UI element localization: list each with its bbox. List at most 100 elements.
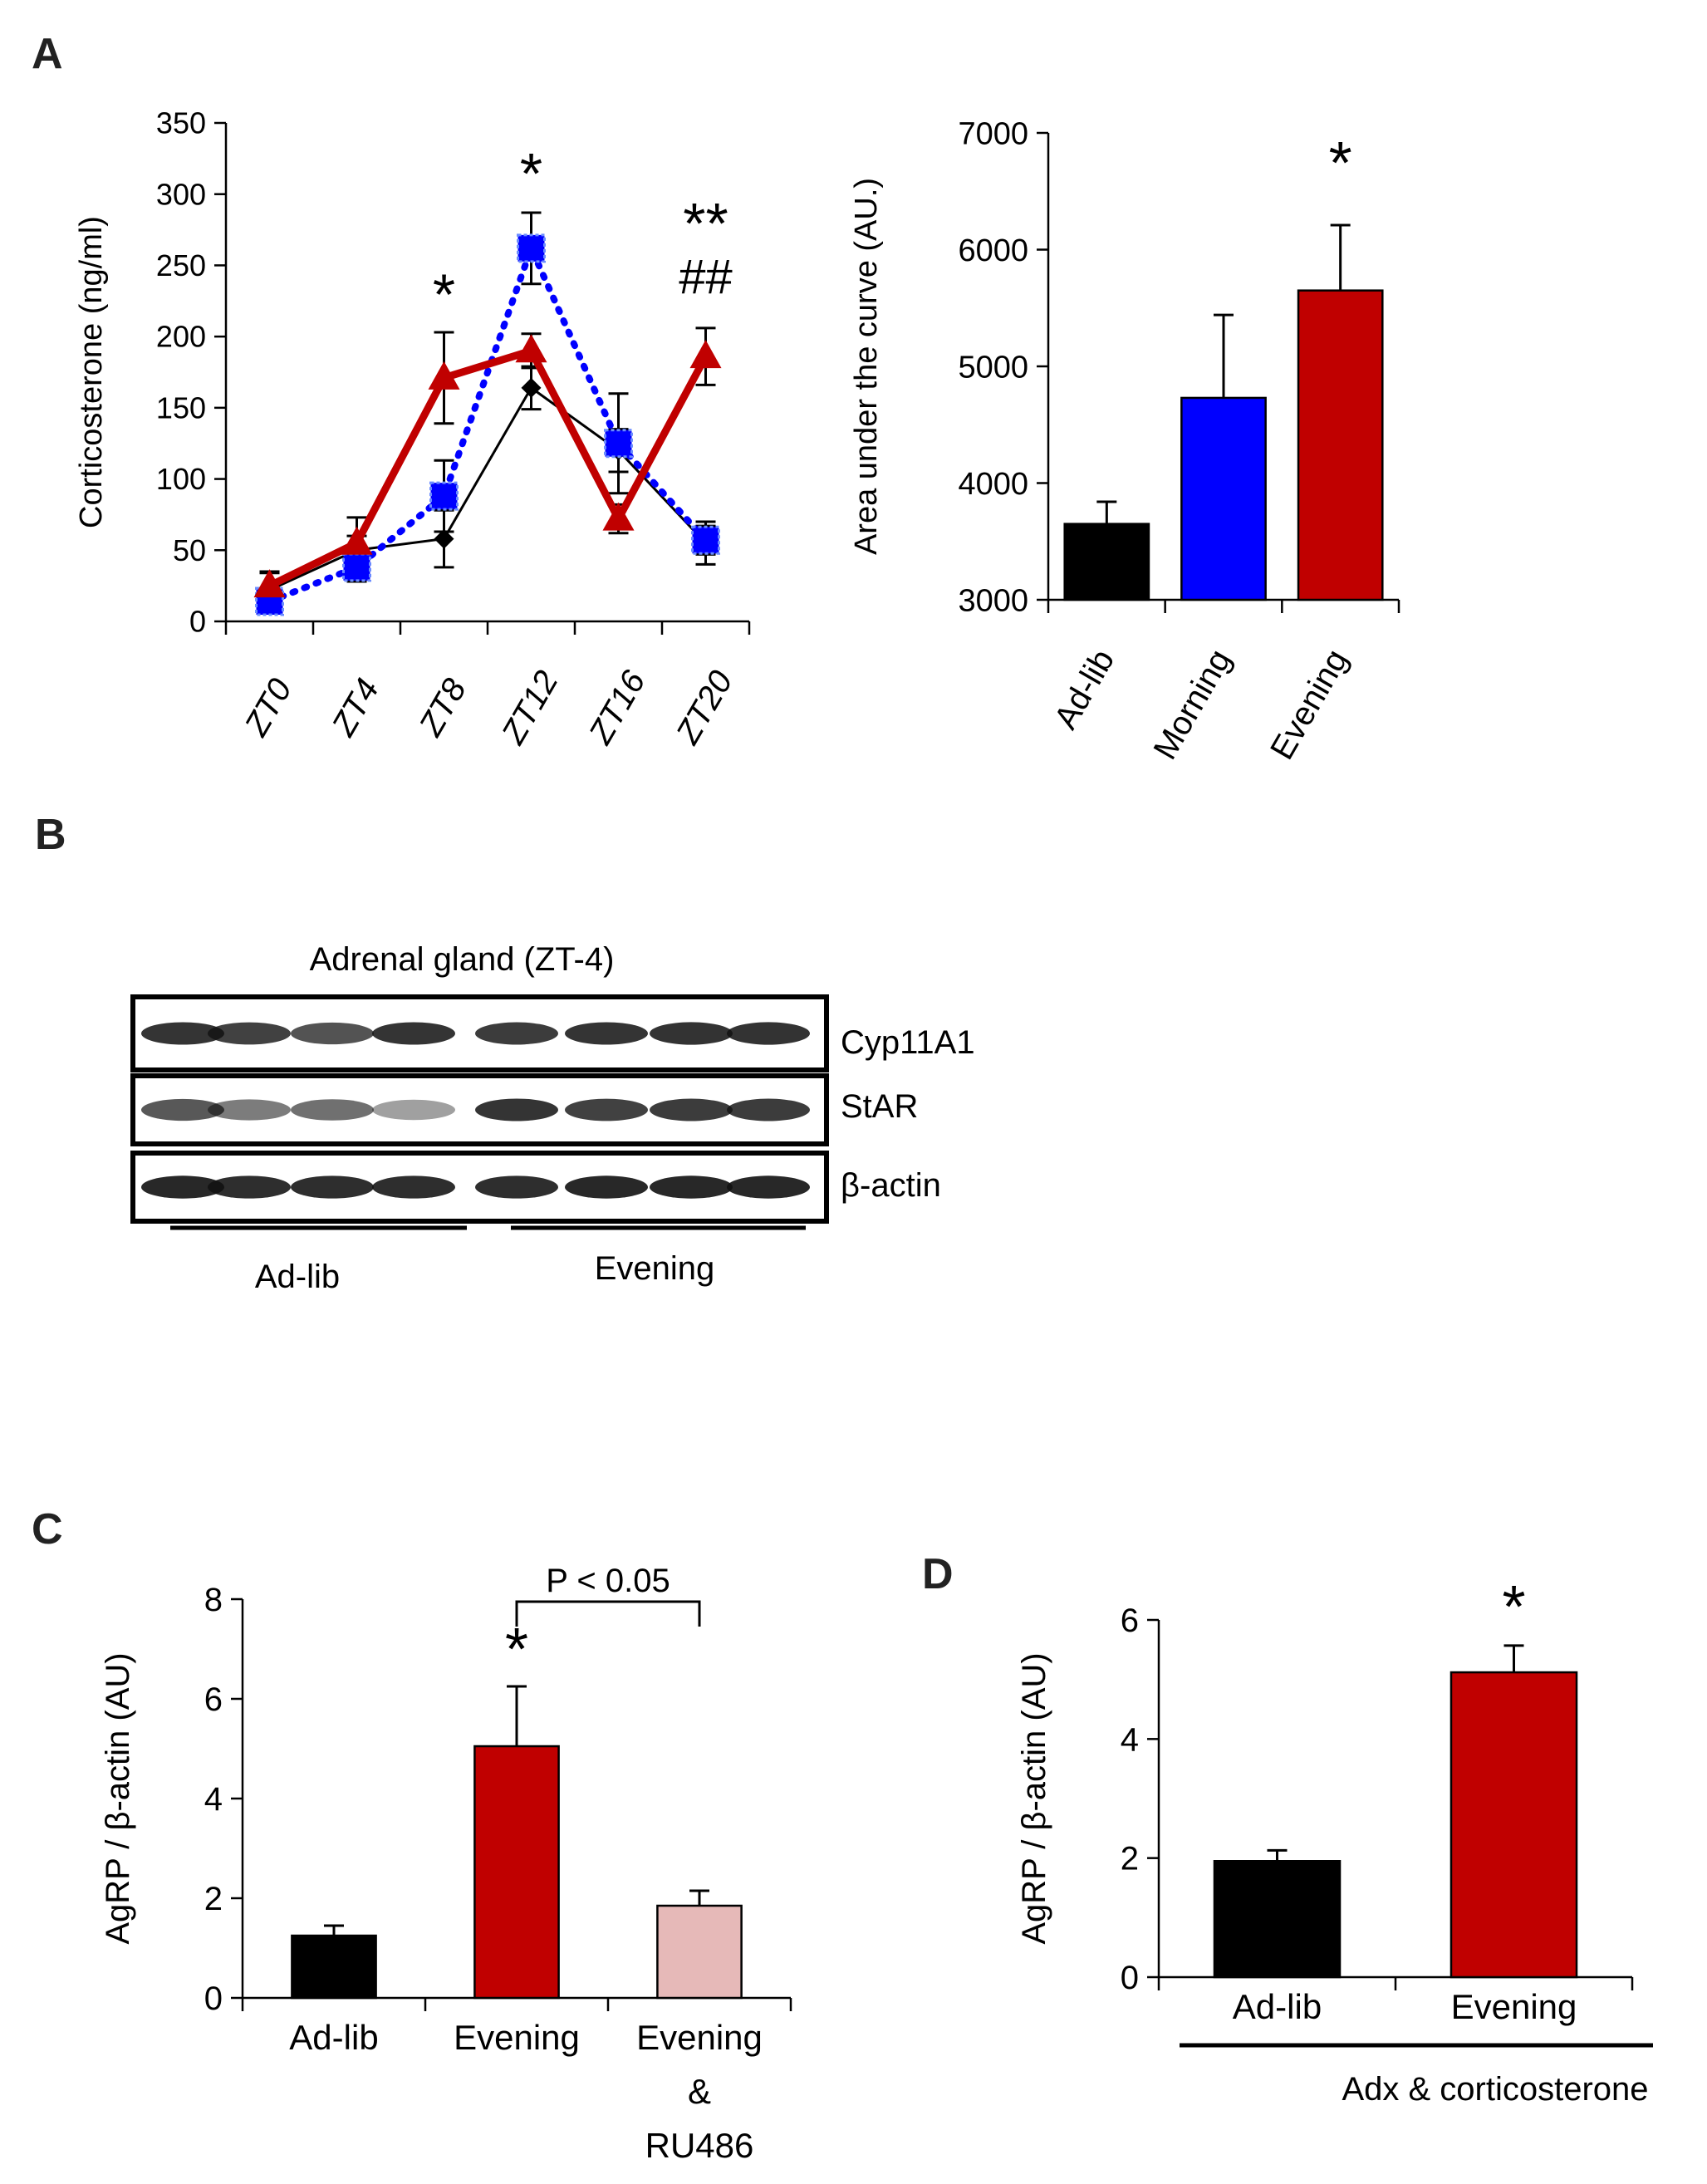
blot-row-label: Cyp11A1 bbox=[841, 1024, 975, 1061]
a-line-y-tick-label: 350 bbox=[156, 106, 206, 140]
a-point-evening bbox=[428, 361, 460, 390]
chart-a-line: 0 50 100 150 200 250 300 350 Corticosterone (ng/… bbox=[74, 106, 751, 751]
a-point-evening bbox=[515, 334, 547, 363]
a-series-line-morning bbox=[266, 244, 709, 605]
c-x-tick-label: Evening bbox=[636, 2018, 763, 2057]
a-auc-x-tick-label: Evening bbox=[1263, 644, 1355, 766]
a-series-line-evening bbox=[267, 346, 709, 590]
d-x-tick-label: Ad-lib bbox=[1233, 1987, 1322, 2026]
a-auc-y-tick-label: 3000 bbox=[958, 583, 1028, 618]
a-line-x-tick-label: ZT16 bbox=[581, 664, 653, 750]
blot-band bbox=[475, 1022, 558, 1045]
panel-letter-d: D bbox=[922, 1550, 954, 1598]
a-line-y-tick-label: 50 bbox=[173, 533, 206, 567]
a-line-x-tick-label: ZT0 bbox=[238, 673, 299, 743]
a-significance-mark: ** bbox=[683, 191, 728, 256]
a-auc-y-axis-label: Area under the curve (AU.) bbox=[849, 178, 884, 555]
a-point-morning bbox=[342, 552, 371, 582]
a-line-y-axis-label: Corticosterone (ng/ml) bbox=[74, 216, 109, 528]
a-line-y-tick-label: 0 bbox=[189, 605, 206, 639]
a-line-x-tick-label: ZT4 bbox=[325, 673, 386, 743]
a-point-evening bbox=[689, 340, 722, 369]
blot-row-label: β-actin bbox=[841, 1167, 941, 1204]
blot-band bbox=[565, 1022, 648, 1045]
chart-c-bar: 0 2 4 6 8 AgRP / β-actin (AU) Ad-lib Evening Eve… bbox=[100, 1563, 792, 2165]
d-y-tick-label: 4 bbox=[1121, 1721, 1139, 1758]
c-y-axis-label: AgRP / β-actin (AU) bbox=[100, 1652, 136, 1944]
a-auc-y-tick-label: 7000 bbox=[958, 116, 1028, 151]
a-significance-mark: ## bbox=[679, 250, 733, 304]
a-auc-y-tick-label: 4000 bbox=[958, 467, 1028, 502]
a-point-evening bbox=[602, 502, 635, 531]
panel-letter-b: B bbox=[35, 811, 66, 859]
blot-band bbox=[372, 1099, 455, 1121]
c-y-tick-label: 8 bbox=[204, 1582, 223, 1618]
a-line-x-tick-label: ZT8 bbox=[412, 672, 474, 743]
c-x-tick-label: Evening bbox=[454, 2018, 580, 2057]
a-line-y-tick-label: 200 bbox=[156, 320, 206, 354]
blot-band bbox=[727, 1098, 810, 1121]
blot-band bbox=[208, 1099, 291, 1121]
a-auc-y-tick-label: 5000 bbox=[958, 350, 1028, 385]
blot-band bbox=[141, 1022, 224, 1045]
c-y-tick-label: 6 bbox=[204, 1681, 223, 1718]
c-y-tick-label: 0 bbox=[204, 1980, 223, 2017]
c-bar-evening bbox=[473, 1745, 560, 2000]
blot-title: Adrenal gland (ZT-4) bbox=[310, 941, 615, 978]
blot-band bbox=[291, 1099, 374, 1121]
c-x-tick-label: & bbox=[688, 2072, 711, 2111]
blot-band bbox=[565, 1175, 648, 1199]
blot-band bbox=[372, 1022, 455, 1045]
blot-band bbox=[650, 1098, 733, 1121]
d-significance-mark: * bbox=[1502, 1574, 1525, 1641]
c-x-tick-label: RU486 bbox=[645, 2126, 754, 2165]
d-bar-evening bbox=[1449, 1671, 1578, 1979]
a-line-y-tick-label: 100 bbox=[156, 462, 206, 496]
d-y-axis-label: AgRP / β-actin (AU) bbox=[1016, 1652, 1052, 1944]
blot-band bbox=[372, 1175, 455, 1199]
a-auc-bar-morning bbox=[1180, 396, 1267, 601]
blot-band bbox=[565, 1098, 648, 1121]
a-line-x-tick-label: ZT20 bbox=[669, 665, 739, 751]
a-line-y-tick-label: 150 bbox=[156, 390, 206, 425]
a-line-y-tick-label: 300 bbox=[156, 177, 206, 211]
blot-band bbox=[141, 1098, 224, 1121]
a-auc-bar-evening bbox=[1297, 289, 1384, 601]
c-bar-evening_ru486 bbox=[656, 1904, 743, 2000]
a-point-morning bbox=[517, 233, 546, 263]
a-significance-mark: * bbox=[433, 263, 455, 327]
a-line-y-tick-label: 250 bbox=[156, 248, 206, 282]
a-auc-significance-mark: * bbox=[1329, 130, 1352, 197]
blot-band bbox=[475, 1098, 558, 1121]
d-y-tick-label: 0 bbox=[1121, 1960, 1139, 1996]
a-auc-x-tick-label: Ad-lib bbox=[1047, 644, 1121, 736]
a-point-morning bbox=[691, 525, 720, 555]
c-significance-mark: * bbox=[505, 1617, 528, 1683]
a-point-evening bbox=[253, 569, 286, 598]
blot-band bbox=[650, 1022, 733, 1045]
c-x-tick-label: Ad-lib bbox=[289, 2018, 378, 2057]
western-blot-panel: Adrenal gland (ZT-4) Cyp11A1StARβ-actin … bbox=[130, 941, 975, 1295]
d-y-tick-label: 2 bbox=[1121, 1841, 1139, 1877]
blot-band bbox=[727, 1175, 810, 1199]
d-y-tick-label: 6 bbox=[1121, 1602, 1139, 1639]
d-bar-adlib bbox=[1213, 1860, 1342, 1979]
a-point-adlib bbox=[434, 528, 454, 549]
a-auc-x-tick-label: Morning bbox=[1146, 644, 1238, 766]
a-significance-mark: * bbox=[520, 141, 542, 206]
blot-group-label-evening: Evening bbox=[595, 1250, 715, 1287]
blot-group-label-adlib: Ad-lib bbox=[255, 1259, 340, 1295]
a-auc-bar-adlib bbox=[1063, 523, 1150, 601]
c-y-tick-label: 2 bbox=[204, 1881, 223, 1917]
d-group-label: Adx & corticosterone bbox=[1342, 2071, 1648, 2108]
a-auc-y-tick-label: 6000 bbox=[958, 233, 1028, 268]
a-point-evening bbox=[341, 526, 373, 555]
c-significance-bracket bbox=[515, 1600, 701, 1627]
a-point-morning bbox=[429, 481, 459, 511]
a-line-x-tick-label: ZT12 bbox=[494, 665, 565, 751]
chart-d-bar: 0 2 4 6 AgRP / β-actin (AU) Ad-lib Evening * Adx… bbox=[1016, 1574, 1653, 2108]
blot-band bbox=[291, 1175, 374, 1199]
panel-letter-c: C bbox=[32, 1505, 63, 1553]
blot-band bbox=[475, 1175, 558, 1199]
